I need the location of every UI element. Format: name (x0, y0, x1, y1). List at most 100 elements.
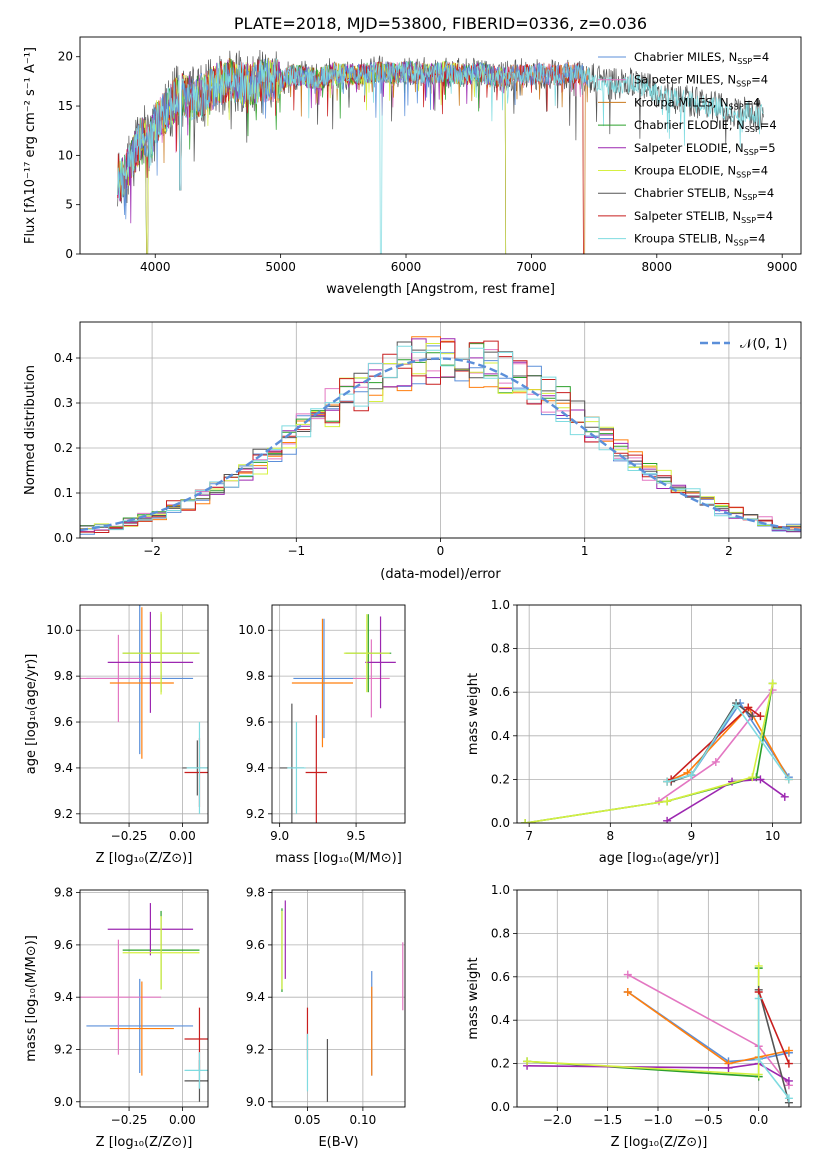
series-marker (784, 1076, 793, 1085)
series-marker (623, 987, 632, 996)
legend: Chabrier MILES, NSSP=4 Salpeter MILES, NS… (598, 50, 777, 248)
series-marker (756, 712, 765, 721)
series-line (658, 689, 774, 802)
y-tick-label: 0 (65, 247, 73, 261)
x-tick-label: 1 (581, 544, 589, 558)
y-tick-label: 1.0 (491, 598, 510, 612)
y-tick-label: 0.8 (491, 926, 510, 940)
series-marker (784, 1059, 793, 1068)
legend-label-suffix: =4 (752, 50, 769, 64)
y-tick-label: 0.2 (54, 441, 73, 455)
legend-label: Kroupa MILES, NSSP=4 (634, 95, 760, 111)
legend-label-subscript: SSP (745, 125, 760, 134)
legend-label-suffix: =4 (749, 232, 766, 246)
legend-label: Salpeter MILES, NSSP=4 (634, 73, 768, 89)
chart-age-vs-Z: −0.25 0.00 9.2 9.4 9.6 9.8 10.0 Z [log₁₀(Z/Z⊙)]… (24, 604, 209, 866)
legend-label-subscript: SSP (729, 102, 744, 111)
legend-label-subscript: SSP (737, 57, 752, 66)
series-marker (521, 819, 530, 823)
axes-frame (79, 889, 209, 1108)
x-tick-label: −2.0 (543, 1113, 572, 1127)
series-marker (655, 797, 663, 806)
x-tick-label: 0.0 (749, 1113, 768, 1127)
x-axis-label: Z [log₁₀(Z/Z⊙)] (96, 851, 193, 866)
y-tick-label: 9.2 (54, 807, 73, 821)
y-tick-label: 9.8 (54, 669, 73, 683)
x-tick-label: 4000 (140, 260, 171, 274)
series-marker (784, 1046, 793, 1055)
x-axis-label: Z [log₁₀(Z/Z⊙)] (96, 1135, 193, 1150)
y-tick-label: 0.2 (491, 1057, 510, 1071)
spectrum-lines (117, 49, 764, 254)
series-marker (663, 797, 672, 806)
y-axis-label: mass weight (466, 673, 481, 755)
x-tick-label: 6000 (391, 260, 422, 274)
legend-label: Chabrier MILES, NSSP=4 (634, 50, 769, 66)
legend-label-suffix: =4 (756, 209, 773, 223)
y-tick-label: 9.2 (54, 1042, 73, 1056)
y-tick-label: 9.0 (246, 1095, 265, 1109)
y-tick-label: 10.0 (46, 623, 73, 637)
legend: 𝒩(0, 1) (700, 337, 787, 352)
series-line (757, 991, 790, 1064)
y-tick-label: 9.8 (246, 669, 265, 683)
series-line (627, 991, 790, 1065)
y-tick-label: 9.6 (246, 715, 265, 729)
legend-label-subscript: SSP (736, 171, 751, 180)
y-tick-label: 0.0 (491, 816, 510, 830)
series-line (666, 703, 790, 783)
series-marker (744, 703, 753, 712)
legend-label: Kroupa STELIB, NSSP=4 (634, 232, 765, 248)
chart-weight-vs-Z: −2.0 −1.5 −1.0 −0.5 0.0 0.0 0.2 0.4 0.6 0.8 1.0 Z [… (466, 883, 802, 1150)
legend-label-subscript: SSP (741, 216, 756, 225)
series-marker (780, 792, 789, 801)
series-marker (754, 961, 763, 970)
series-lines (521, 679, 793, 823)
y-tick-label: 9.2 (246, 807, 265, 821)
series-marker (724, 1063, 733, 1072)
series-line (757, 989, 790, 1103)
x-tick-label: −2 (143, 544, 161, 558)
legend-label-suffix: =4 (744, 95, 761, 109)
x-axis-label: (data-model)/error (380, 567, 501, 582)
x-axis-label: Z [log₁₀(Z/Z⊙)] (611, 1135, 708, 1150)
chart-residuals: −2 −1 0 1 2 0.0 0.1 0.2 0.3 0.4 (data-model)/error… (23, 321, 802, 582)
series-marker (754, 1070, 763, 1079)
x-axis-label: wavelength [Angstrom, rest frame] (326, 282, 555, 297)
y-axis-label: age [log₁₀(age/yr)] (24, 654, 39, 775)
x-tick-label: 0.05 (294, 1113, 321, 1127)
legend-label-subscript: SSP (744, 148, 759, 157)
x-tick-label: −0.5 (694, 1113, 723, 1127)
legend-label-suffix: =4 (751, 164, 768, 178)
x-tick-label: 10 (765, 829, 780, 843)
series-marker (732, 701, 741, 710)
series-marker (756, 775, 765, 784)
legend-label-subscript: SSP (736, 80, 751, 89)
legend-label-suffix: =4 (760, 118, 777, 132)
chart-spectrum: PLATE=2018, MJD=53800, FIBERID=0336, z=0… (23, 14, 802, 297)
chart-title: PLATE=2018, MJD=53800, FIBERID=0336, z=0… (234, 14, 647, 33)
y-tick-label: 20 (58, 50, 73, 64)
x-tick-label: 7000 (516, 260, 547, 274)
series-marker (748, 712, 757, 721)
chart-mass-vs-Z: −0.25 0.00 9.0 9.2 9.4 9.6 9.8 Z [log₁₀(Z/Z⊙)] m… (24, 886, 209, 1150)
x-axis-label: E(B-V) (318, 1135, 358, 1150)
y-tick-label: 9.6 (54, 715, 73, 729)
legend-label: 𝒩(0, 1) (740, 337, 787, 352)
axes-frame (271, 889, 406, 1108)
legend-label: Kroupa ELODIE, NSSP=4 (634, 164, 768, 180)
series-marker (523, 1057, 532, 1066)
series-marker (623, 970, 632, 979)
legend-label: Salpeter ELODIE, NSSP=5 (634, 141, 776, 157)
series-marker (711, 757, 720, 766)
normal-curve (80, 357, 801, 532)
y-tick-label: 0.0 (54, 531, 73, 545)
y-tick-label: 9.6 (54, 938, 73, 952)
series-line (666, 778, 786, 822)
legend-label-subscript: SSP (734, 239, 749, 248)
y-tick-label: 0.3 (54, 396, 73, 410)
y-axis-label: mass [log₁₀(M/M⊙)] (24, 935, 39, 1062)
x-tick-label: 5000 (265, 260, 296, 274)
y-axis-label: mass weight (466, 957, 481, 1039)
x-tick-label: 0 (437, 544, 445, 558)
